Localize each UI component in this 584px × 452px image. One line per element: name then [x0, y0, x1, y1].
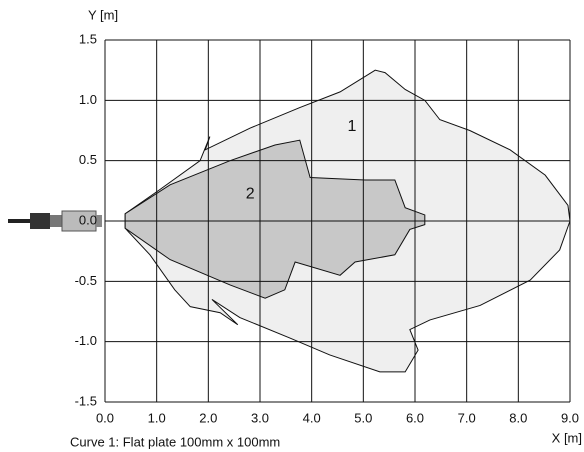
x-tick-label: 1.0	[148, 410, 166, 425]
x-tick-label: 5.0	[354, 410, 372, 425]
x-tick-label: 8.0	[509, 410, 527, 425]
y-tick-label: 0.0	[79, 212, 97, 227]
sensor-icon	[8, 210, 102, 232]
curve-label: 2	[246, 186, 255, 203]
x-tick-label: 2.0	[199, 410, 217, 425]
x-tick-label: 7.0	[458, 410, 476, 425]
y-tick-label: -0.5	[75, 273, 97, 288]
y-tick-label: -1.0	[75, 333, 97, 348]
y-axis-label: Y [m]	[88, 7, 118, 22]
x-tick-label: 3.0	[251, 410, 269, 425]
x-tick-label: 6.0	[406, 410, 424, 425]
y-tick-label: -1.5	[75, 393, 97, 408]
y-tick-label: 1.0	[79, 92, 97, 107]
x-axis-label: X [m]	[552, 430, 582, 445]
x-tick-label: 4.0	[303, 410, 321, 425]
curve-label: 1	[348, 118, 357, 135]
y-tick-label: 0.5	[79, 152, 97, 167]
caption: Curve 1: Flat plate 100mm x 100mm	[70, 434, 280, 449]
x-tick-label: 9.0	[561, 410, 579, 425]
grid	[104, 39, 571, 403]
y-tick-label: 1.5	[79, 31, 97, 46]
area	[124, 139, 426, 299]
x-tick-label: 0.0	[96, 410, 114, 425]
